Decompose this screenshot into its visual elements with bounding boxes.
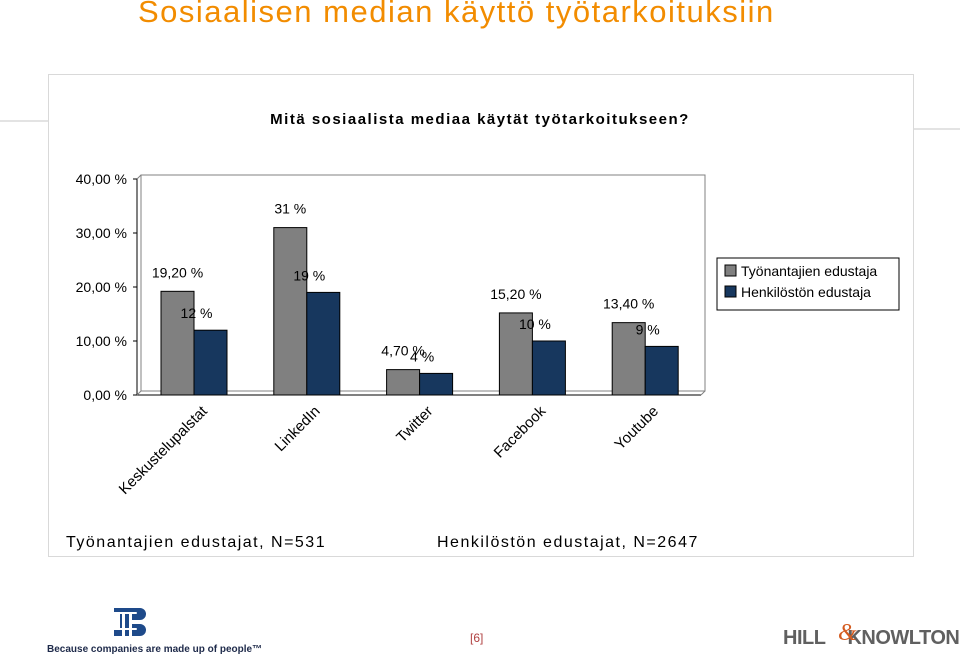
- x-tick-label: Keskustelupalstat: [116, 402, 212, 498]
- legend-label: Henkilöstön edustaja: [741, 284, 871, 300]
- x-tick-label: Twitter: [393, 403, 436, 446]
- brand-logo: HILL KNOWLTON: [783, 627, 960, 650]
- plot-area: [140, 174, 706, 392]
- page-number: [6]: [470, 631, 484, 645]
- legend-label: Työnantajien edustaja: [741, 263, 877, 279]
- data-label: 13,40 %: [603, 296, 654, 312]
- legend-swatch: [724, 264, 737, 277]
- x-tick-label: Youtube: [611, 403, 662, 454]
- bar-employees: [193, 329, 228, 396]
- data-label: 19,20 %: [152, 264, 203, 280]
- chart-title: Mitä sosiaalista mediaa käytät työtarkoi…: [270, 111, 690, 128]
- bar-employees: [306, 291, 341, 396]
- data-label: 10 %: [519, 316, 551, 332]
- data-label: 31 %: [274, 201, 306, 217]
- y-tick-label: 0,00 %: [83, 387, 127, 403]
- decor-line-right: [912, 128, 960, 130]
- bar-employers: [611, 322, 646, 396]
- frame-corner: [136, 390, 142, 396]
- legend-swatch: [724, 285, 737, 298]
- note-employers: Työnantajien edustajat, N=531: [66, 534, 327, 551]
- bar-employees: [644, 345, 679, 396]
- brand-right: KNOWLTON: [847, 627, 960, 649]
- bar-employers: [273, 227, 308, 396]
- footer-tagline: Because companies are made up of people™: [47, 644, 263, 655]
- data-label: 4 %: [410, 348, 434, 364]
- bar-employees: [531, 340, 566, 396]
- y-tick-label: 20,00 %: [76, 279, 127, 295]
- note-employees: Henkilöstön edustajat, N=2647: [437, 534, 699, 551]
- legend-box: [716, 257, 900, 311]
- frame-corner: [136, 174, 142, 180]
- data-label: 9 %: [636, 321, 660, 337]
- data-label: 19 %: [293, 267, 325, 283]
- y-tick-label: 40,00 %: [76, 171, 127, 187]
- y-tick-label: 10,00 %: [76, 333, 127, 349]
- data-label: 15,20 %: [490, 286, 541, 302]
- bar-employers: [386, 369, 421, 396]
- company-logo: [112, 604, 152, 640]
- x-tick-label: LinkedIn: [272, 403, 324, 455]
- page-title: Sosiaalisen median käyttö työtarkoituksi…: [138, 0, 775, 29]
- data-label: 12 %: [181, 305, 213, 321]
- data-label: 4,70 %: [381, 343, 425, 359]
- brand-ampersand: &: [838, 620, 857, 646]
- frame-corner: [700, 390, 706, 396]
- bar-employees: [419, 372, 454, 396]
- x-tick-label: Facebook: [491, 402, 550, 461]
- brand-left: HILL: [783, 627, 826, 649]
- decor-line-left: [0, 120, 48, 122]
- y-tick-label: 30,00 %: [76, 225, 127, 241]
